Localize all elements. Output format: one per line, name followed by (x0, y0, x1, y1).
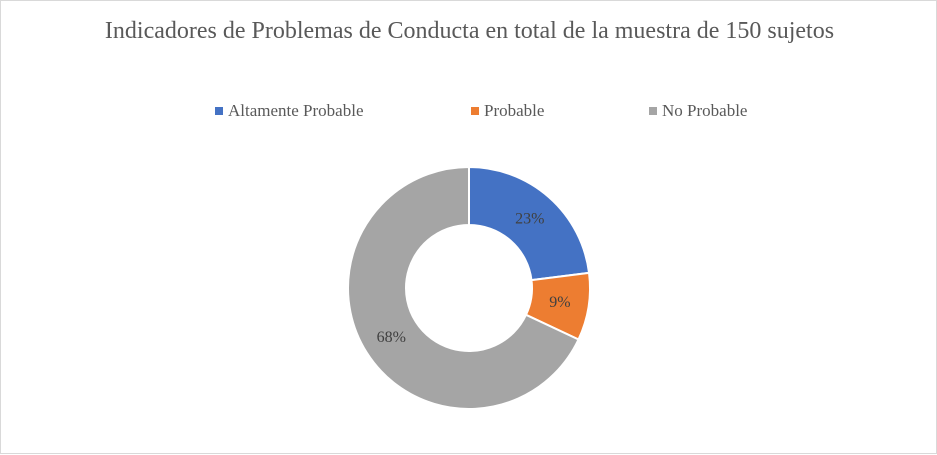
chart-title-text: Indicadores de Problemas de Conducta en … (104, 18, 835, 44)
legend-label-altamente-probable: Altamente Probable (228, 101, 364, 120)
legend-swatch-probable (471, 107, 479, 115)
legend-label-probable: Probable (484, 101, 545, 120)
legend-item-altamente-probable: Altamente Probable (215, 100, 364, 122)
chart-title: Indicadores de Problemas de Conducta en … (1, 17, 937, 46)
legend-swatch-no-probable (649, 107, 657, 115)
data-label-no-probable: 68% (377, 329, 406, 346)
legend-item-probable: Probable (471, 100, 544, 122)
legend-swatch-altamente-probable (215, 107, 223, 115)
legend-label-no-probable: No Probable (662, 101, 748, 120)
chart-legend: Altamente Probable Probable No Probable (1, 100, 937, 122)
data-label-probable: 9% (549, 294, 570, 311)
slice-no-probable (347, 165, 580, 410)
slice-altamente-probable (468, 165, 591, 282)
data-label-altamente-probable: 23% (515, 210, 544, 227)
legend-item-no-probable: No Probable (649, 100, 747, 122)
